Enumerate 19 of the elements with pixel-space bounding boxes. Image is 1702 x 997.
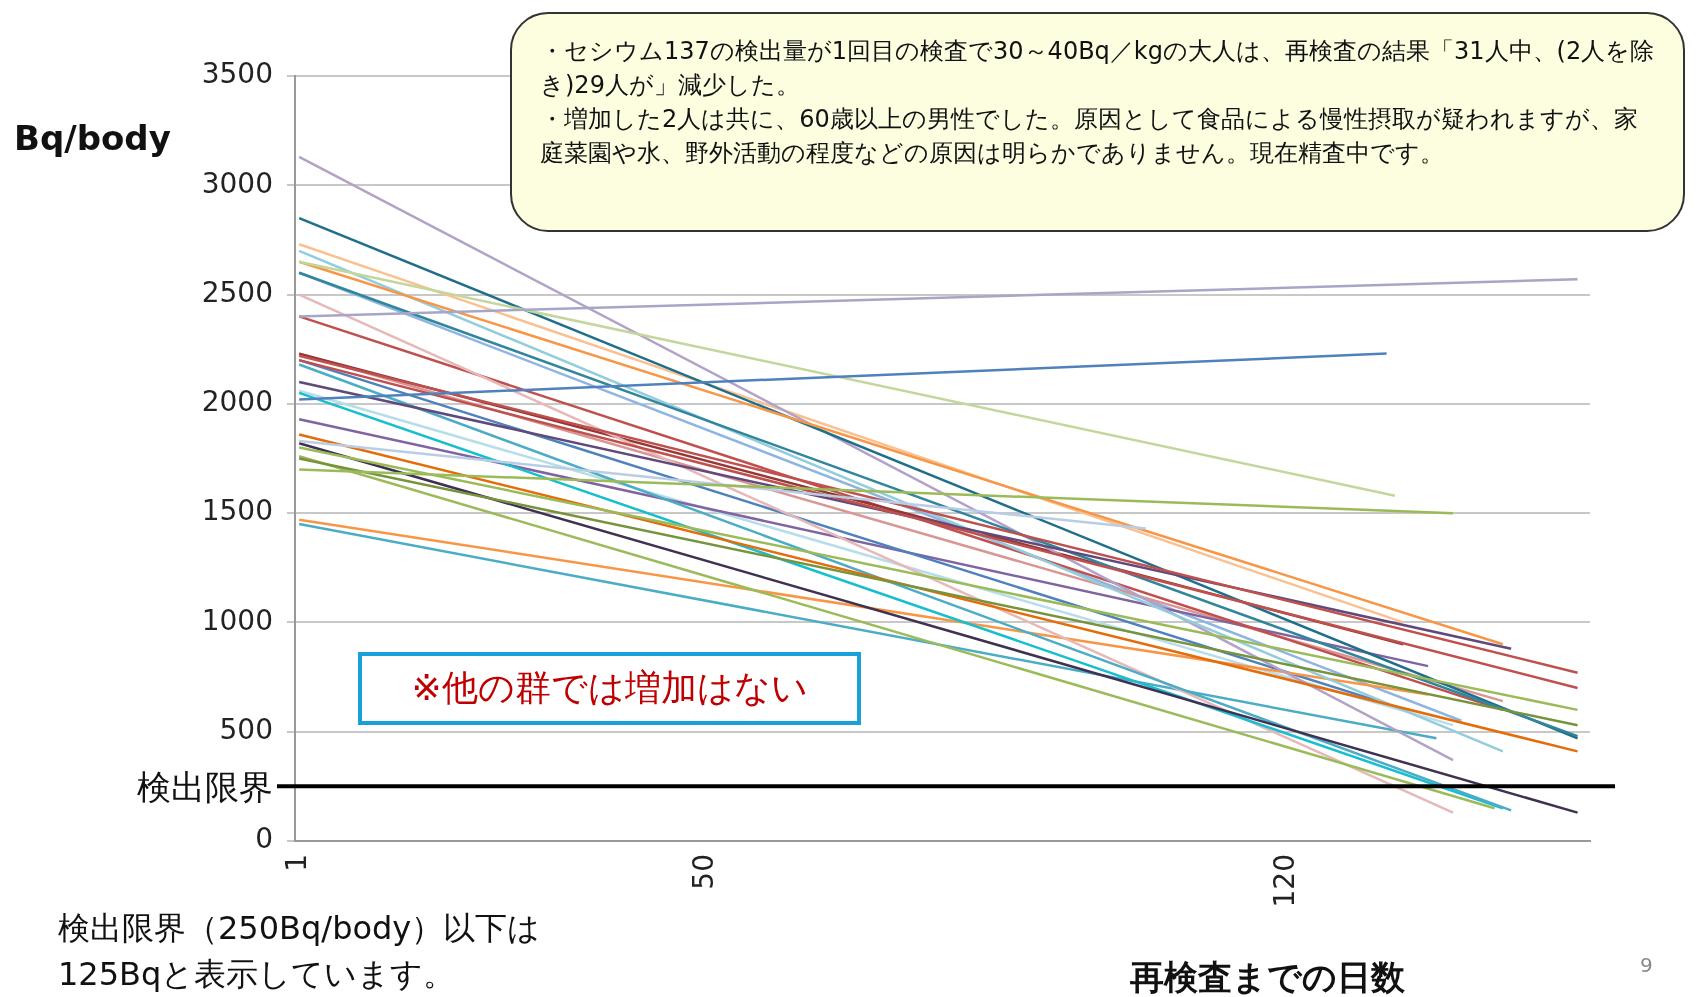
y-axis-title: Bq/body [14,118,171,158]
y-tick-label: 2000 [201,385,273,419]
y-tick-label: 3000 [201,166,273,200]
y-tick-label: 1000 [201,603,273,637]
y-tick-label: 0 [255,822,273,856]
text: 検出限界（250Bq/body）以下は125Bqと表示しています。 [58,908,542,995]
y-tick-label: 500 [219,713,273,746]
text: 9 [1640,953,1653,977]
annotation: ※他の群では増加はない [358,652,861,725]
x-tick-label: 50 [687,854,721,890]
y-tick-label: 1500 [201,494,273,528]
y-tick-label: 2500 [201,275,273,309]
x-axis-title: 再検査までの日数 [1130,956,1405,997]
y-tick-label: 3500 [201,57,273,91]
x-tick-label: 120 [1268,854,1302,908]
x-tick-label: 1 [280,854,314,872]
annotation: ・セシウム137の検出量が1回目の検査で30～40Bq／kgの大人は、再検査の結果「31人中、(2人を除き)29人が」減少した。 [540,36,1655,101]
ref-line-label: 検出限界 [137,767,273,808]
annotation: ・増加した2人は共に、60歳以上の男性でした。原因として食品による慢性摂取が疑われますが、家庭菜園や水、野外活動の程度などの原因は明らかでありません。現在精査中です。 [540,104,1639,169]
